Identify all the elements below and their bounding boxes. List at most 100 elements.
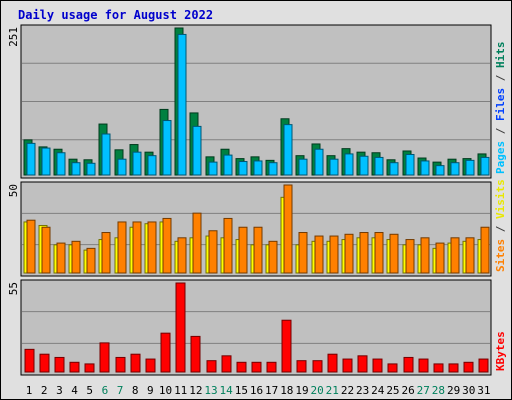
bar-kbytes-kbytes-day-18	[281, 319, 292, 373]
bar-visits-sites-day-17	[268, 240, 278, 274]
bar-kbytes-kbytes-day-24	[372, 358, 383, 373]
x-tick-label-day-28: 28	[432, 384, 445, 397]
bar-visits-sites-day-19	[298, 232, 308, 274]
panel-visits-ymax-label: 50	[7, 184, 20, 197]
x-tick-label-day-26: 26	[401, 384, 414, 397]
panel-visits: 50 Sites / Visits	[7, 179, 507, 277]
x-tick-label-day-9: 9	[147, 384, 154, 397]
panel-hits-series-label: Pages / Files / Hits	[494, 42, 507, 175]
series-label-part-0: Sites	[494, 239, 507, 272]
bar-visits-sites-day-1	[26, 219, 36, 274]
x-tick-label-day-7: 7	[117, 384, 124, 397]
bar-kbytes-kbytes-day-12	[190, 335, 201, 373]
bar-hits-files-day-31	[480, 156, 490, 176]
panel-kbytes-series-label: KBytes	[494, 331, 507, 371]
bar-kbytes-kbytes-day-2	[39, 353, 50, 373]
series-label-part-2: Visits	[494, 179, 507, 219]
x-tick-label-day-31: 31	[477, 384, 490, 397]
bar-visits-sites-day-6	[101, 232, 111, 274]
series-label-part-0: Pages	[494, 141, 507, 174]
bar-hits-files-day-4	[71, 162, 81, 176]
chart-title: Daily usage for August 2022	[18, 8, 213, 22]
bar-kbytes-kbytes-day-16	[251, 361, 262, 373]
bar-hits-files-day-13	[208, 161, 218, 176]
panel-kbytes-ymax-label: 55	[7, 282, 20, 295]
bar-hits-files-day-1	[26, 142, 36, 176]
series-label-part-4: Hits	[494, 42, 507, 69]
bar-hits-files-day-15	[238, 161, 248, 176]
bar-hits-files-day-19	[298, 158, 308, 176]
series-label-part-3: /	[494, 68, 507, 88]
x-tick-label-day-2: 2	[41, 384, 48, 397]
panel-kbytes: 55 KBytes	[7, 279, 507, 376]
bar-hits-files-day-24	[374, 156, 384, 176]
x-tick-label-day-10: 10	[159, 384, 172, 397]
bar-hits-files-day-5	[86, 162, 96, 176]
panel-visits-series-label: Sites / Visits	[494, 179, 507, 272]
bar-hits-files-day-23	[359, 155, 369, 176]
x-tick-label-day-17: 17	[265, 384, 278, 397]
bar-visits-sites-day-3	[56, 242, 66, 274]
bar-kbytes-kbytes-day-29	[448, 363, 459, 373]
bar-kbytes-kbytes-day-17	[266, 361, 277, 373]
bar-kbytes-kbytes-day-26	[403, 356, 414, 373]
bar-kbytes-kbytes-day-23	[357, 355, 368, 373]
x-tick-label-day-16: 16	[250, 384, 263, 397]
x-tick-label-day-11: 11	[174, 384, 187, 397]
bar-visits-sites-day-29	[450, 237, 460, 274]
bar-visits-sites-day-25	[389, 233, 399, 274]
x-tick-label-day-8: 8	[132, 384, 139, 397]
bar-hits-files-day-25	[389, 162, 399, 176]
bar-visits-sites-day-8	[132, 221, 142, 274]
bar-hits-files-day-27	[420, 160, 430, 176]
bar-kbytes-kbytes-day-28	[433, 363, 444, 373]
bar-visits-sites-day-26	[405, 239, 415, 274]
bar-kbytes-kbytes-day-31	[478, 358, 489, 373]
x-tick-label-day-29: 29	[447, 384, 460, 397]
bar-hits-files-day-3	[56, 152, 66, 176]
bar-kbytes-kbytes-day-7	[115, 356, 126, 373]
bar-hits-files-day-8	[132, 151, 142, 176]
x-tick-label-day-23: 23	[356, 384, 369, 397]
x-tick-label-day-6: 6	[102, 384, 109, 397]
bar-hits-files-day-28	[435, 165, 445, 176]
bar-kbytes-kbytes-day-19	[296, 360, 307, 373]
bar-visits-sites-day-11	[177, 237, 187, 274]
bar-hits-files-day-14	[223, 154, 233, 176]
x-tick-label-day-20: 20	[311, 384, 324, 397]
bar-hits-files-day-12	[192, 125, 202, 176]
bar-kbytes-kbytes-day-3	[54, 356, 65, 373]
bar-visits-sites-day-7	[117, 221, 127, 274]
bar-hits-files-day-16	[253, 160, 263, 176]
bar-kbytes-kbytes-day-13	[206, 360, 217, 373]
x-tick-label-day-22: 22	[341, 384, 354, 397]
series-label-part-1: /	[494, 121, 507, 141]
bar-hits-files-day-29	[450, 162, 460, 176]
x-tick-label-day-13: 13	[204, 384, 217, 397]
x-axis-day-labels: 1 2 3 4 5 6 7 8 9 10 11 12 13 14 15 16 17 18 19 20 21 22 23 24 2…	[26, 384, 491, 397]
panel-hits-ymax-label: 251	[7, 27, 20, 47]
bar-visits-sites-day-5	[86, 247, 96, 274]
bar-kbytes-kbytes-day-10	[160, 332, 171, 373]
bar-hits-files-day-22	[344, 153, 354, 176]
bar-visits-sites-day-14	[223, 217, 233, 274]
bar-visits-sites-day-9	[147, 221, 157, 274]
bar-visits-sites-day-2	[41, 226, 51, 274]
bar-hits-files-day-2	[41, 147, 51, 176]
bar-visits-sites-day-27	[420, 237, 430, 274]
x-tick-label-day-25: 25	[386, 384, 399, 397]
bar-kbytes-kbytes-day-27	[418, 358, 429, 373]
bar-kbytes-kbytes-day-21	[327, 353, 338, 373]
bar-visits-sites-day-16	[253, 226, 263, 274]
x-tick-label-day-21: 21	[326, 384, 339, 397]
bar-kbytes-kbytes-day-5	[84, 363, 95, 373]
bar-kbytes-kbytes-day-4	[69, 361, 80, 373]
bar-kbytes-kbytes-day-20	[312, 360, 323, 373]
bar-visits-sites-day-28	[435, 242, 445, 274]
bar-kbytes-kbytes-day-22	[342, 358, 353, 373]
bar-visits-sites-day-31	[480, 226, 490, 274]
x-tick-label-day-1: 1	[26, 384, 33, 397]
